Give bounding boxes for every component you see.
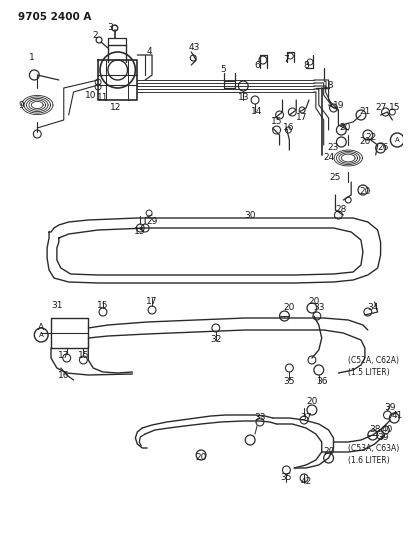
Text: 9: 9 <box>19 101 25 109</box>
Text: 38: 38 <box>369 425 381 434</box>
Text: 15: 15 <box>271 117 282 126</box>
Text: 22: 22 <box>365 133 376 142</box>
Text: 19: 19 <box>332 101 344 109</box>
Text: 37: 37 <box>300 414 312 423</box>
Text: 3: 3 <box>107 23 113 33</box>
Text: 39: 39 <box>377 433 388 442</box>
Text: 20: 20 <box>359 138 371 147</box>
Text: 42: 42 <box>300 478 312 487</box>
Text: 20: 20 <box>323 448 334 456</box>
Text: 25: 25 <box>330 174 341 182</box>
Text: 20: 20 <box>306 398 318 407</box>
Text: (1.6 LITER): (1.6 LITER) <box>348 456 390 464</box>
Text: 14: 14 <box>251 108 263 117</box>
Text: 9705 2400 A: 9705 2400 A <box>18 12 91 22</box>
Text: 7: 7 <box>284 55 289 64</box>
Text: 27: 27 <box>375 103 386 112</box>
Text: 17: 17 <box>296 114 308 123</box>
Text: 1: 1 <box>28 53 34 62</box>
Text: 40: 40 <box>382 425 393 434</box>
Text: 35: 35 <box>281 473 292 482</box>
Text: 21: 21 <box>359 108 371 117</box>
Text: 16: 16 <box>58 370 69 379</box>
Text: 20: 20 <box>195 454 207 463</box>
Text: 6: 6 <box>254 61 260 69</box>
Text: 17: 17 <box>58 351 69 359</box>
Text: 23: 23 <box>328 143 339 152</box>
Text: 20: 20 <box>359 188 371 197</box>
Text: 26: 26 <box>377 143 388 152</box>
Text: 5: 5 <box>221 66 226 75</box>
Text: 31: 31 <box>51 301 62 310</box>
Text: (1.5 LITER): (1.5 LITER) <box>348 368 390 377</box>
Text: 15: 15 <box>388 103 400 112</box>
Text: 41: 41 <box>392 410 403 419</box>
Text: 13: 13 <box>238 93 249 102</box>
Text: 43: 43 <box>189 44 200 52</box>
Text: 20: 20 <box>308 297 320 306</box>
Text: 28: 28 <box>336 206 347 214</box>
Text: 4: 4 <box>146 47 152 56</box>
Text: 18: 18 <box>323 80 335 90</box>
Text: A: A <box>39 332 44 338</box>
Text: 29: 29 <box>146 217 158 227</box>
Text: 33: 33 <box>254 414 266 423</box>
Text: 16: 16 <box>283 124 294 133</box>
Text: 8: 8 <box>303 61 309 69</box>
Text: 32: 32 <box>210 335 222 344</box>
Text: 12: 12 <box>110 103 121 112</box>
Text: 2: 2 <box>92 30 98 39</box>
Text: 20: 20 <box>339 124 351 133</box>
Text: (C52A, C62A): (C52A, C62A) <box>348 356 399 365</box>
Text: A: A <box>395 137 399 143</box>
Text: 15: 15 <box>134 228 145 237</box>
Text: 39: 39 <box>385 403 396 413</box>
Text: 33: 33 <box>313 303 325 312</box>
Text: 34: 34 <box>367 303 379 312</box>
Text: 20: 20 <box>284 303 295 312</box>
Text: 11: 11 <box>97 93 109 102</box>
Text: 30: 30 <box>245 211 256 220</box>
Text: A: A <box>38 324 44 333</box>
Text: (C53A, C63A): (C53A, C63A) <box>348 443 399 453</box>
Text: 15: 15 <box>97 301 109 310</box>
Text: 15: 15 <box>78 351 89 359</box>
Text: 17: 17 <box>146 297 158 306</box>
Text: 10: 10 <box>85 91 96 100</box>
Text: 36: 36 <box>316 377 328 386</box>
Text: 35: 35 <box>284 377 295 386</box>
Text: 24: 24 <box>323 154 334 163</box>
